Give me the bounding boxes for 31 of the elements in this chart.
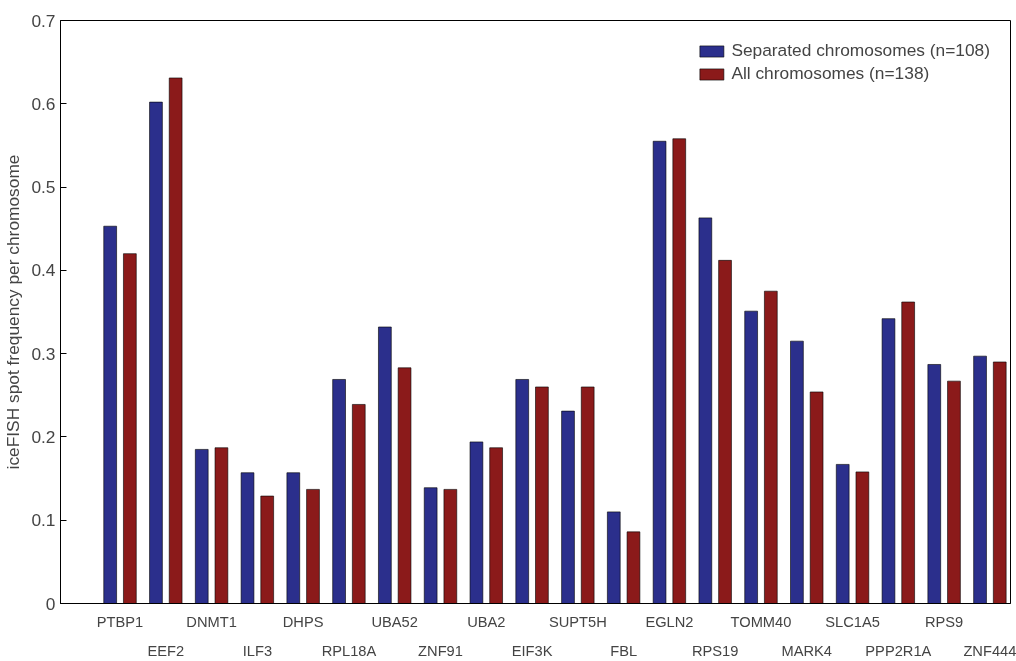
x-tick-label: FBL xyxy=(610,642,638,659)
x-tick-label: ZNF444 xyxy=(963,642,1016,659)
y-tick-label: 0 xyxy=(45,593,56,614)
legend-label: Separated chromosomes (n=108) xyxy=(731,40,990,61)
x-tick-label: UBA2 xyxy=(467,613,506,630)
y-tick-label: 0.4 xyxy=(31,260,56,281)
y-tick-label: 0.1 xyxy=(31,510,56,531)
x-tick-label: MARK4 xyxy=(781,642,833,659)
x-tick-label: EGLN2 xyxy=(645,613,694,630)
x-tick-label: TOMM40 xyxy=(730,613,792,630)
x-tick-label: PPP2R1A xyxy=(865,642,932,659)
x-tick-label: SLC1A5 xyxy=(825,613,880,630)
y-tick-label: 0.6 xyxy=(31,93,56,114)
x-tick-label: EEF2 xyxy=(147,642,185,659)
x-tick-label: RPL18A xyxy=(321,642,377,659)
y-axis-title: iceFISH spot frequency per chromosome xyxy=(3,154,24,470)
y-tick-label: 0.2 xyxy=(31,426,56,447)
x-tick-label: SUPT5H xyxy=(548,613,607,630)
x-tick-label: DNMT1 xyxy=(186,613,237,630)
x-tick-label: PTBP1 xyxy=(96,613,144,630)
legend-label: All chromosomes (n=138) xyxy=(731,63,930,84)
x-tick-label: EIF3K xyxy=(511,642,553,659)
y-tick-label: 0.5 xyxy=(31,177,56,198)
x-tick-label: DHPS xyxy=(282,613,324,630)
x-tick-label: UBA52 xyxy=(371,613,418,630)
x-tick-label: ILF3 xyxy=(242,642,273,659)
x-tick-label: RPS9 xyxy=(924,613,964,630)
y-tick-label: 0.3 xyxy=(31,343,56,364)
x-tick-label: ZNF91 xyxy=(418,642,463,659)
x-tick-label: RPS19 xyxy=(691,642,739,659)
y-tick-label: 0.7 xyxy=(31,10,56,31)
